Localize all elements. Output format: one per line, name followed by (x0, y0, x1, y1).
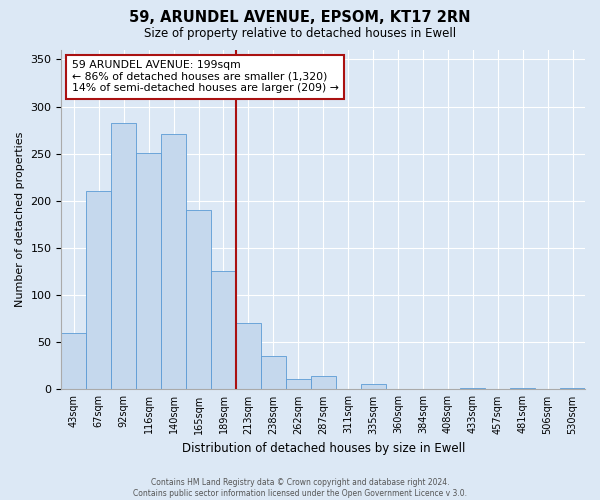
Bar (161, 134, 186, 390)
Text: 59, ARUNDEL AVENUE, EPSOM, KT17 2RN: 59, ARUNDEL AVENUE, EPSOM, KT17 2RN (129, 10, 471, 25)
Bar (311, 376, 335, 390)
Text: Size of property relative to detached houses in Ewell: Size of property relative to detached ho… (144, 28, 456, 40)
Bar (111, 122, 136, 390)
Bar (560, 388, 585, 390)
Bar (186, 210, 211, 390)
X-axis label: Distribution of detached houses by size in Ewell: Distribution of detached houses by size … (182, 442, 465, 455)
Bar (460, 388, 485, 390)
Bar (261, 356, 286, 390)
Y-axis label: Number of detached properties: Number of detached properties (15, 132, 25, 308)
Text: 59 ARUNDEL AVENUE: 199sqm
← 86% of detached houses are smaller (1,320)
14% of se: 59 ARUNDEL AVENUE: 199sqm ← 86% of detac… (72, 60, 339, 94)
Bar (236, 324, 261, 390)
Bar (286, 379, 311, 390)
Bar (361, 384, 386, 390)
Bar (86, 192, 111, 390)
Text: Contains HM Land Registry data © Crown copyright and database right 2024.
Contai: Contains HM Land Registry data © Crown c… (133, 478, 467, 498)
Bar (136, 153, 161, 390)
Bar (510, 388, 535, 390)
Bar (61, 333, 86, 390)
Bar (211, 270, 236, 390)
